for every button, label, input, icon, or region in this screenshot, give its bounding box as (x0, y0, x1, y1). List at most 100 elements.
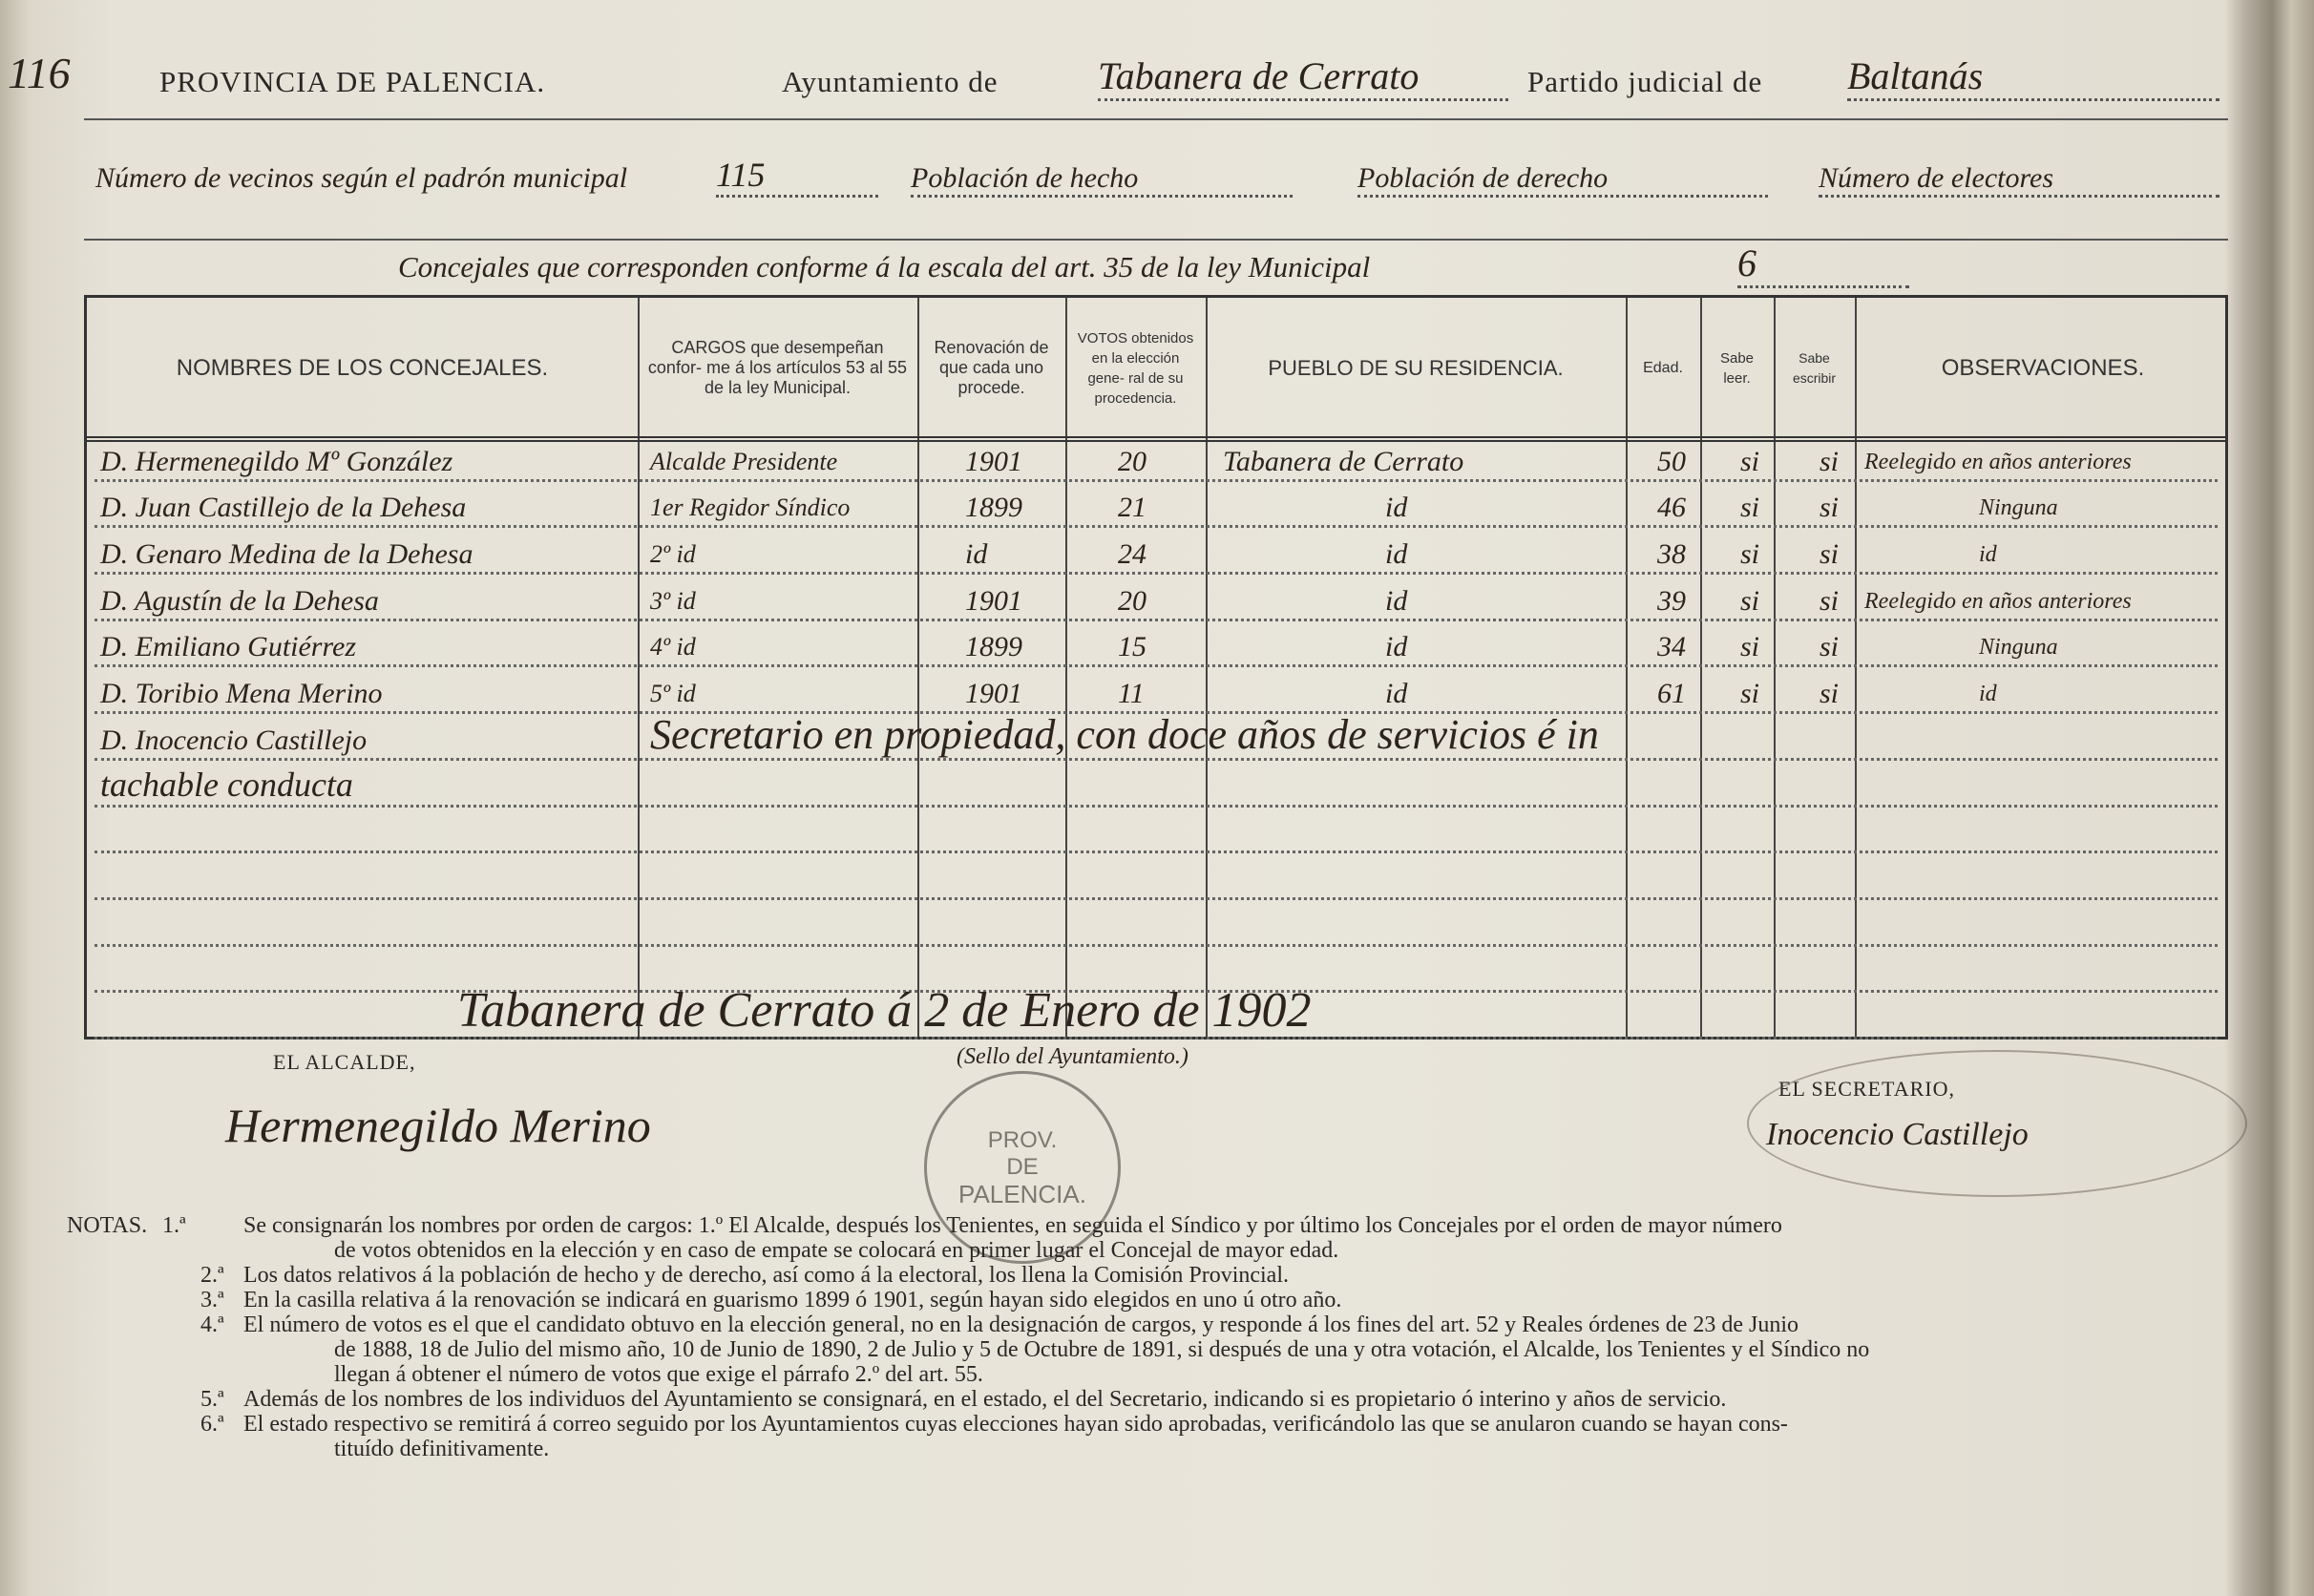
note-line: tituído definitivamente. (334, 1437, 550, 1461)
cell-leer: si (1740, 538, 1760, 571)
sello-label: (Sello del Ayuntamiento.) (957, 1044, 1189, 1069)
note-number: 4.ª (200, 1312, 224, 1337)
alcalde-label: EL ALCALDE, (273, 1050, 416, 1074)
column-header-cargos: CARGOS que desempeñan confor- me á los a… (647, 338, 908, 397)
cell-cargo: Alcalde Presidente (650, 447, 838, 475)
note-number: 2.ª (200, 1263, 224, 1288)
cell-name: D. Hermenegildo Mº González (100, 445, 453, 477)
cell-pueblo: id (1385, 631, 1408, 663)
cell-cargo: 5º id (650, 680, 696, 708)
notes-label: NOTAS. (67, 1213, 148, 1238)
poblacion-hecho-label: Población de hecho (911, 162, 1293, 198)
cell-votos: 15 (1118, 631, 1146, 663)
cell-renovacion: id (965, 538, 988, 571)
vecinos-value: 115 (716, 155, 878, 198)
cell-pueblo: id (1385, 492, 1408, 524)
municipal-stamp: PROV. DE PALENCIA. (924, 1071, 1121, 1264)
column-header-sabe-escribir: Sabe escribir (1792, 349, 1837, 386)
column-header-renovacion: Renovación de que cada uno procede. (934, 338, 1049, 397)
cell-obs: Reelegido en años anteriores (1864, 588, 2132, 614)
cell-pueblo: Tabanera de Cerrato (1223, 445, 1464, 477)
cell-name: D. Agustín de la Dehesa (100, 584, 379, 617)
cell-leer: si (1740, 445, 1760, 477)
column-header-sabe-leer: Sabe leer. (1719, 349, 1755, 387)
cell-escribir: si (1820, 492, 1840, 524)
cell-renovacion: 1901 (965, 584, 1022, 617)
divider (84, 239, 2228, 241)
note-number: 5.ª (200, 1387, 224, 1412)
note-line: Se consignarán los nombres por orden de … (243, 1213, 1782, 1238)
table-row: D. Emiliano Gutiérrez 4º id 1899 15 id 34 si si… (87, 627, 2225, 674)
table-row: D. Juan Castillejo de la Dehesa 1er Regid… (87, 488, 2225, 535)
table-row: D. Toribio Mena Merino 5º id 1901 11 id 61 si s… (87, 674, 2225, 721)
note-number: 3.ª (200, 1288, 224, 1312)
note-line: Los datos relativos á la población de he… (243, 1263, 1289, 1288)
cell-edad: 39 (1657, 584, 1686, 617)
cell-leer: si (1740, 492, 1760, 524)
table-row (87, 859, 2225, 906)
cell-name: D. Toribio Mena Merino (100, 678, 383, 710)
cell-pueblo: id (1385, 678, 1408, 710)
cell-escribir: si (1820, 631, 1840, 663)
place-date: Tabanera de Cerrato á 2 de Enero de 1902 (457, 983, 1312, 1038)
cell-cargo: 2º id (650, 540, 696, 569)
cell-escribir: si (1820, 584, 1840, 617)
note-line: de votos obtenidos en la elección y en c… (334, 1238, 1339, 1263)
cell-edad: 34 (1657, 631, 1686, 663)
column-header-votos: VOTOS obtenidos en la elección gene- ral… (1077, 329, 1194, 407)
cell-cargo: 1er Regidor Síndico (650, 494, 851, 522)
cell-cargo: 3º id (650, 586, 696, 615)
secretary-description: Secretario en propiedad, con doce años d… (650, 710, 1599, 758)
cell-leer: si (1740, 584, 1760, 617)
table-row (87, 998, 2225, 1045)
poblacion-derecho-label: Población de derecho (1357, 162, 1768, 198)
ayuntamiento-value: Tabanera de Cerrato (1098, 53, 1508, 101)
cell-votos: 21 (1118, 492, 1146, 524)
cell-escribir: si (1820, 445, 1840, 477)
note-number: 6.ª (200, 1412, 224, 1437)
note-line: de 1888, 18 de Julio del mismo año, 10 d… (334, 1337, 1870, 1362)
cell-escribir: si (1820, 678, 1840, 710)
table-row (87, 953, 2225, 999)
cell-name: D. Emiliano Gutiérrez (100, 631, 357, 663)
cell-edad: 50 (1657, 445, 1686, 477)
table-row (87, 813, 2225, 860)
note-line: Además de los nombres de los individuos … (243, 1387, 1727, 1412)
cell-renovacion: 1899 (965, 631, 1022, 663)
partido-value: Baltanás (1847, 53, 2219, 101)
page-number: 116 (8, 49, 71, 97)
electores-label: Número de electores (1819, 162, 2219, 198)
cell-leer: si (1740, 631, 1760, 663)
note-line: En la casilla relativa á la renovación s… (243, 1288, 1342, 1312)
table-row (87, 906, 2225, 953)
cell-votos: 20 (1118, 584, 1146, 617)
cell-pueblo: id (1385, 538, 1408, 571)
partido-label: Partido judicial de (1527, 65, 1763, 98)
cell-name: D. Juan Castillejo de la Dehesa (100, 492, 467, 524)
cell-obs: Ninguna (1979, 635, 2058, 661)
secretary-name: D. Inocencio Castillejo (100, 724, 368, 756)
concejales-table: NOMBRES DE LOS CONCEJALES. CARGOS que de… (84, 295, 2228, 1040)
note-line: El número de votos es el que el candidat… (243, 1312, 1799, 1337)
ayuntamiento-label: Ayuntamiento de (782, 65, 999, 98)
vecinos-label: Número de vecinos según el padrón munici… (95, 162, 628, 194)
note-line: El estado respectivo se remitirá á corre… (243, 1412, 1788, 1437)
column-header-observaciones: OBSERVACIONES. (1941, 355, 2145, 381)
table-row: D. Hermenegildo Mº González Alcalde Presi… (87, 441, 2225, 488)
cell-pueblo: id (1385, 584, 1408, 617)
cell-cargo: 4º id (650, 633, 696, 662)
note-number: 1.ª (162, 1213, 186, 1238)
cell-escribir: si (1820, 538, 1840, 571)
cell-leer: si (1740, 678, 1760, 710)
divider (84, 118, 2228, 120)
cell-renovacion: 1899 (965, 492, 1022, 524)
cell-edad: 46 (1657, 492, 1686, 524)
cell-votos: 24 (1118, 538, 1146, 571)
table-row: D. Genaro Medina de la Dehesa 2º id id 24 id… (87, 534, 2225, 580)
cell-votos: 20 (1118, 445, 1146, 477)
column-header-edad: Edad. (1643, 360, 1683, 376)
cell-obs: id (1979, 542, 1997, 568)
table-row: D. Agustín de la Dehesa 3º id 1901 20 id 39 si… (87, 580, 2225, 627)
province-title: PROVINCIA DE PALENCIA. (159, 65, 546, 98)
cell-renovacion: 1901 (965, 445, 1022, 477)
